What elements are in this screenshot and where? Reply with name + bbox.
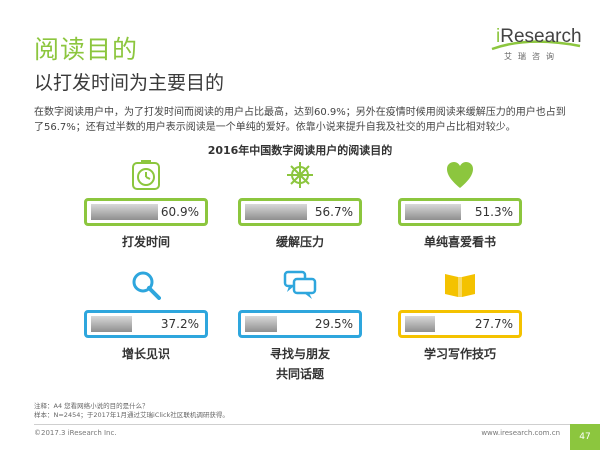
category-label: 学习写作技巧 — [388, 344, 532, 364]
category-label-line: 增长见识 — [121, 347, 170, 361]
bar-value-label: 51.3% — [474, 205, 513, 219]
category-label: 单纯喜爱看书 — [388, 232, 532, 252]
category-label: 增长见识 — [74, 344, 218, 364]
footnote-sample: 样本：N=2454；于2017年1月通过艾瑞iClick社区联机调研获得。 — [34, 411, 229, 419]
category-label-line: 学习写作技巧 — [423, 347, 496, 361]
category-label: 打发时间 — [74, 232, 218, 252]
category-label-line: 寻找与朋友 — [269, 347, 330, 361]
bar-frame: 37.2% — [84, 310, 208, 338]
bar-value-label: 56.7% — [314, 205, 353, 219]
iresearch-logo: iResearch 艾瑞咨询 — [488, 26, 584, 76]
page-title: 阅读目的 — [34, 35, 139, 64]
footer-divider — [34, 424, 570, 425]
category-label-line: 单纯喜爱看书 — [423, 235, 496, 249]
logo-brand-rest: Research — [500, 26, 582, 47]
open-book-icon — [445, 274, 475, 297]
category-label: 寻找与朋友 共同话题 — [228, 344, 372, 384]
description-text: 在数字阅读用户中，为了打发时间而阅读的用户占比最高，达到60.9%；另外在疫情时… — [34, 107, 566, 133]
bar-frame: 56.7% — [238, 198, 362, 226]
page-number: 47 — [570, 424, 600, 450]
logo-brand: iResearch — [496, 26, 582, 48]
bar-fill — [91, 316, 132, 332]
bar-fill — [245, 316, 277, 332]
bar-fill — [245, 204, 307, 220]
magnifier-icon — [132, 271, 161, 300]
bar-fill — [405, 204, 461, 220]
copyright-text: ©2017.3 iResearch Inc. — [34, 429, 117, 437]
bar-value-label: 27.7% — [474, 317, 513, 331]
bar-value-label: 37.2% — [160, 317, 199, 331]
bar-value-label: 29.5% — [314, 317, 353, 331]
clock-icon — [132, 160, 160, 190]
logo-swoosh-icon — [491, 40, 581, 51]
bar-fill — [91, 204, 158, 220]
website-link[interactable]: www.iresearch.com.cn — [481, 429, 560, 437]
category-label-line: 共同话题 — [275, 367, 324, 381]
bar-frame: 29.5% — [238, 310, 362, 338]
logo-brand-prefix: i — [496, 26, 501, 47]
bar-fill — [405, 316, 435, 332]
chart-title: 2016年中国数字阅读用户的阅读目的 — [207, 144, 393, 157]
category-label: 缓解压力 — [228, 232, 372, 252]
footnote-question: 注释：A4 您看网络小说的目的是什么？ — [34, 402, 149, 410]
logo-tagline: 艾瑞咨询 — [504, 52, 560, 61]
heart-icon — [447, 162, 473, 188]
compass-icon — [287, 162, 313, 188]
bar-frame: 27.7% — [398, 310, 522, 338]
bar-frame: 51.3% — [398, 198, 522, 226]
category-label-line: 打发时间 — [121, 235, 170, 249]
category-label-line: 缓解压力 — [275, 235, 324, 249]
chat-bubbles-icon — [283, 270, 317, 299]
bar-frame: 60.9% — [84, 198, 208, 226]
bar-value-label: 60.9% — [160, 205, 199, 219]
footnote: 注释：A4 您看网络小说的目的是什么？ 样本：N=2454；于2017年1月通过… — [34, 402, 229, 420]
page-subtitle: 以打发时间为主要目的 — [34, 72, 225, 94]
